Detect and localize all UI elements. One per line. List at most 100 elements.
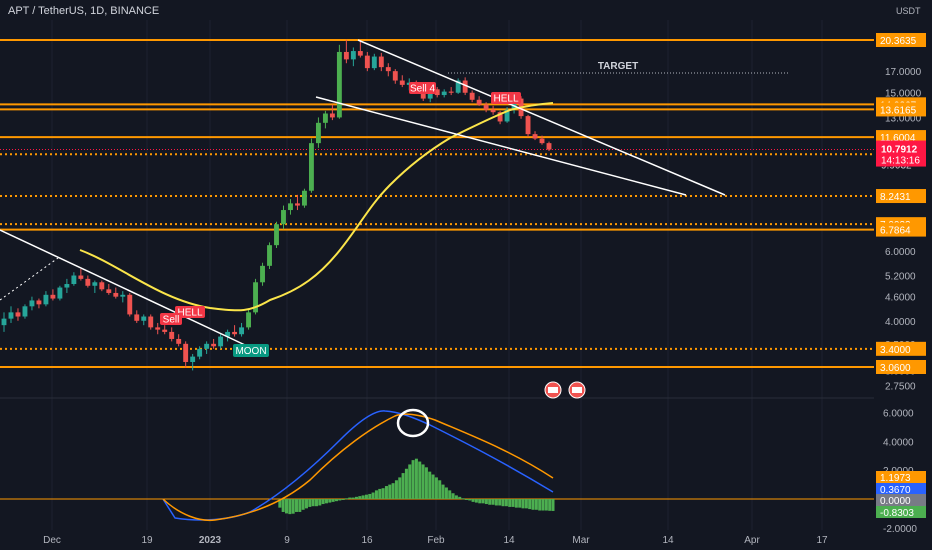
trendline-drawings[interactable]	[0, 39, 790, 346]
price-tick-label: 13.0000	[885, 113, 922, 124]
highlight-circle	[396, 408, 430, 438]
macd-histogram-bar	[454, 495, 458, 499]
time-tick-label: Apr	[744, 535, 760, 546]
macd-histogram-bar	[291, 499, 295, 514]
candle-body	[162, 329, 168, 332]
macd-histogram-bar	[438, 480, 442, 499]
candle-body	[302, 190, 307, 206]
time-tick-label: 9	[284, 535, 290, 546]
macd-value-text: 0.0000	[880, 496, 911, 507]
candle-body	[15, 312, 21, 317]
candle-body	[546, 143, 552, 150]
candle-body	[462, 80, 468, 93]
price-tick-label: 2.7500	[885, 381, 916, 392]
candle-body	[469, 92, 475, 100]
macd-value-bg	[876, 483, 926, 495]
candle-body	[532, 134, 538, 139]
price-tick-label: 5.2000	[885, 272, 916, 283]
level-badge-bg	[876, 102, 926, 117]
event-flag-icon	[568, 381, 586, 399]
candle-body	[78, 275, 84, 279]
candle-body	[183, 343, 189, 362]
sell4-badge-bg	[409, 82, 436, 94]
macd-histogram-bar	[351, 497, 355, 499]
candle-body	[497, 112, 503, 122]
macd-histogram-bar	[464, 499, 468, 500]
time-axis[interactable]: Dec 19 2023 9 16 Feb 14 Mar 14 Apr 17	[43, 535, 828, 546]
macd-histogram-bar	[318, 499, 322, 506]
hell-badge-right-label: HELL	[493, 94, 518, 105]
macd-value-bg	[876, 494, 926, 506]
macd-histogram-bar	[531, 499, 535, 510]
candle-body	[357, 51, 363, 56]
symbol-title[interactable]: APT / TetherUS, 1D, BINANCE	[8, 5, 160, 17]
candle-body	[288, 203, 293, 211]
candle-body	[420, 91, 426, 99]
candle-body	[343, 51, 349, 60]
level-badge-bg	[876, 341, 926, 356]
candle-body	[511, 98, 517, 110]
candle-body	[455, 80, 461, 93]
level-badge-text: 20.3635	[880, 36, 917, 47]
candle-body	[50, 294, 56, 299]
macd-tick-label: -2.0000	[883, 524, 917, 535]
macd-histogram-bar	[508, 499, 512, 507]
candle-body	[127, 294, 133, 315]
candle-body	[155, 327, 161, 330]
price-axis[interactable]: USDT 17.0000 15.0000 13.0000 6.0000 5.2000 4.6…	[874, 0, 932, 550]
candle-body	[434, 89, 440, 96]
price-tick-label: 17.0000	[885, 67, 922, 78]
candle-body	[371, 56, 377, 69]
candle-body	[253, 282, 258, 313]
level-badge-text: 8.2431	[880, 192, 911, 203]
time-tick-label: 16	[361, 535, 373, 546]
candle-body	[92, 282, 98, 286]
macd-histogram-bar	[411, 460, 415, 499]
macd-histogram-bar	[481, 499, 485, 504]
last-price-text: 10.7912	[881, 145, 918, 156]
macd-histogram-bar	[401, 473, 405, 499]
macd-histogram-bar	[294, 499, 298, 512]
level-badge-bg	[876, 222, 926, 237]
candle-body	[1, 318, 7, 326]
candle-body	[483, 104, 489, 110]
macd-value-text: 0.3670	[880, 485, 911, 496]
macd-histogram-bar	[491, 499, 495, 505]
macd-histogram-bar	[544, 499, 548, 511]
macd-histogram-bar	[278, 499, 282, 508]
macd-histogram-bar	[534, 499, 538, 510]
candle-body	[64, 284, 70, 288]
candle-body	[106, 289, 112, 293]
signal-line	[162, 413, 554, 522]
macd-histogram-bar	[421, 464, 425, 499]
macd-tick-label: 4.0000	[883, 437, 914, 448]
macd-histogram-bar	[394, 480, 398, 499]
candle-body	[232, 331, 238, 335]
candle-body	[260, 265, 265, 283]
candle-body	[322, 113, 328, 123]
moon-badge-label: MOON	[235, 346, 266, 357]
macd-histogram-bar	[414, 458, 418, 499]
candle-body	[329, 113, 335, 118]
candle-body	[364, 55, 370, 69]
candles	[1, 39, 552, 371]
candle-body	[448, 91, 454, 93]
macd-histogram-bar	[364, 494, 368, 499]
macd-histogram-bar	[314, 499, 318, 507]
sell-badge: Sell	[160, 313, 182, 326]
candle-body	[71, 275, 77, 285]
candle-body	[43, 294, 49, 305]
macd-histogram-bar	[348, 497, 352, 499]
horizontal-levels[interactable]	[0, 39, 874, 368]
currency-label: USDT	[896, 6, 921, 16]
macd-histogram-bar	[374, 490, 378, 499]
macd-histogram-bar	[541, 499, 545, 511]
time-tick-label: Mar	[572, 535, 590, 546]
macd-histogram-bar	[488, 499, 492, 505]
price-tick-label: 4.6000	[885, 293, 916, 304]
macd-histogram-bar	[324, 499, 328, 504]
macd-histogram-bar	[431, 474, 435, 499]
macd-histogram-bar	[471, 499, 475, 502]
